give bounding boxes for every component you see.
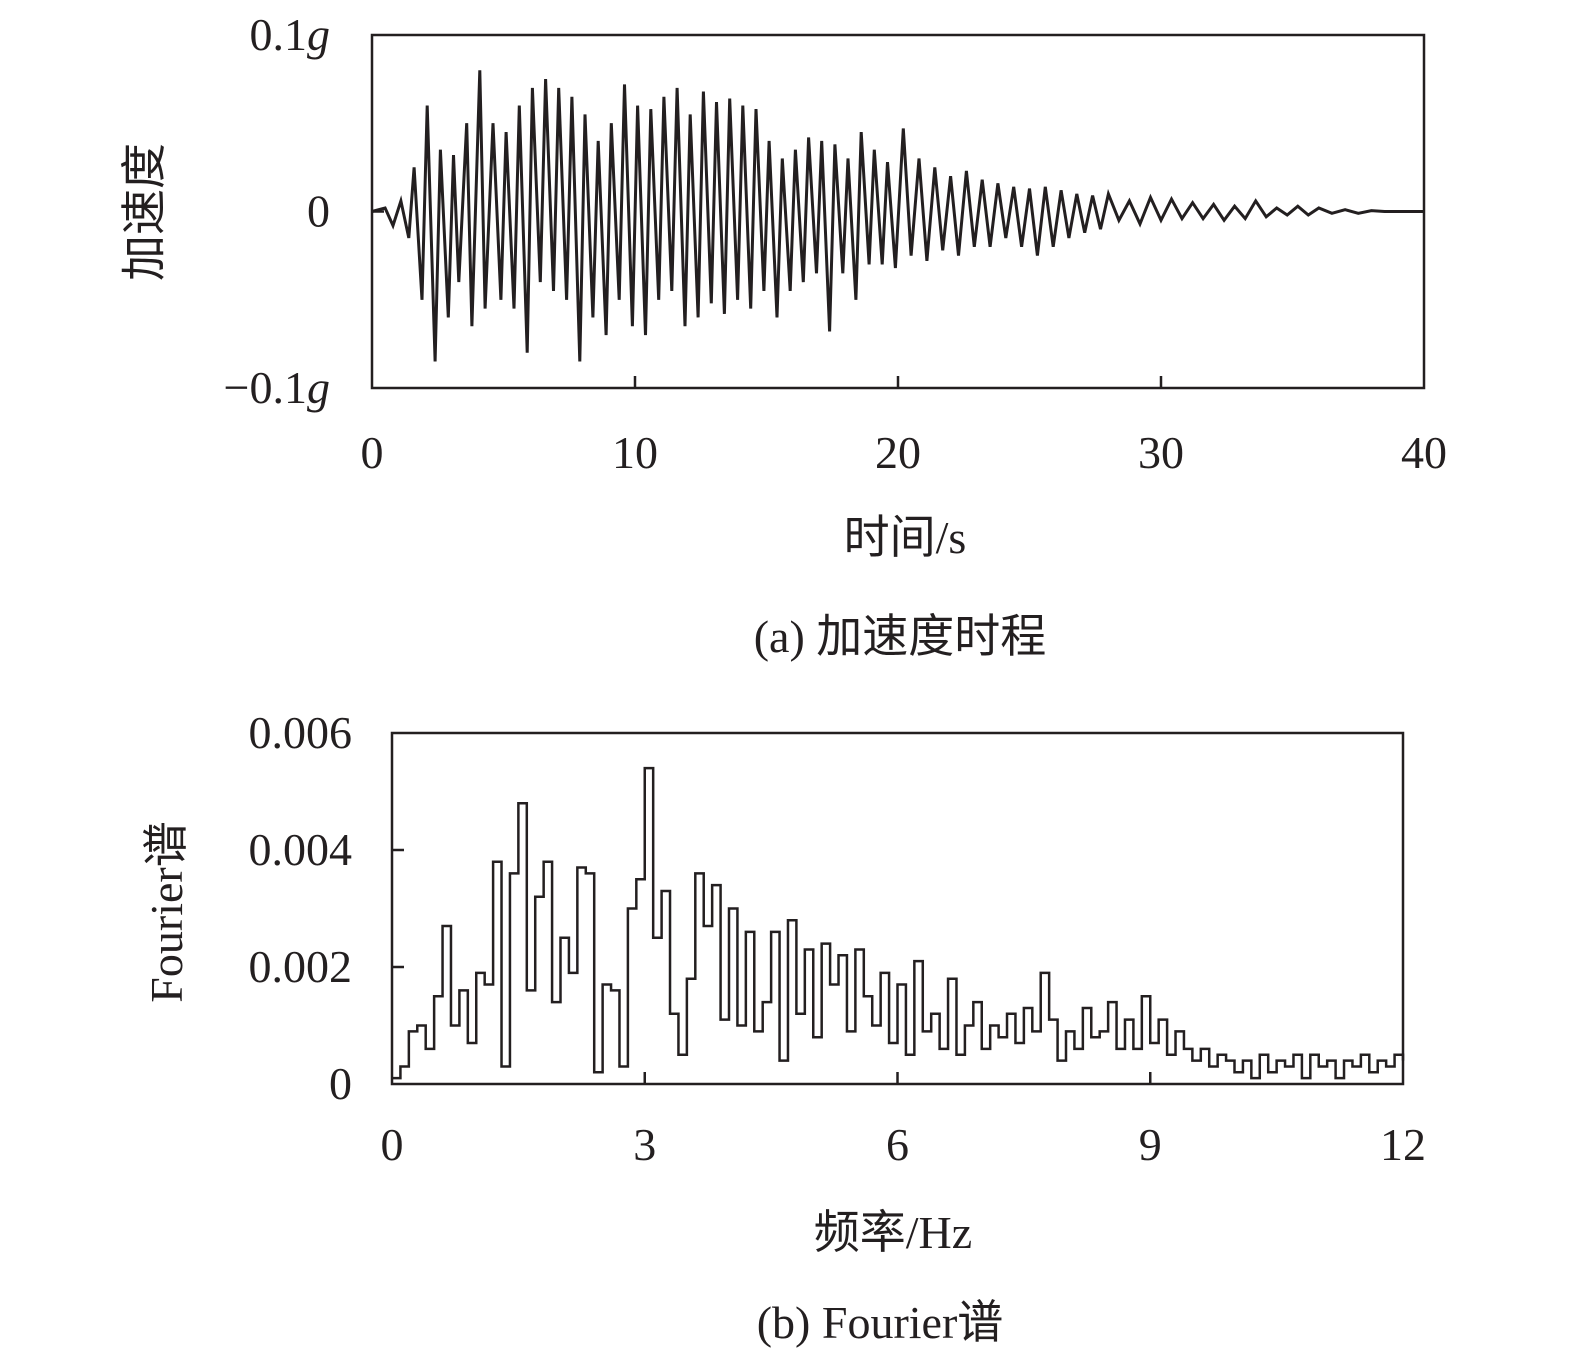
chart-a-y-tick-label: 0 (307, 186, 330, 237)
chart-a-series-line (371, 70, 1424, 362)
chart-a-ylabel: 加速度 (119, 143, 170, 281)
chart-b-y-tick-label: 0.006 (249, 707, 353, 758)
chart-b-ylabel: Fourier谱 (141, 821, 192, 1002)
chart-a-x-tick-label: 40 (1401, 427, 1447, 478)
chart-a-x-ticks: 0 10 20 30 40 (361, 376, 1447, 478)
chart-b-x-tick-label: 6 (886, 1119, 909, 1170)
chart-a-x-tick-label: 0 (361, 427, 384, 478)
chart-a-y-tick-label: 0.1g (250, 9, 331, 60)
chart-b-y-tick-label: 0.002 (249, 941, 353, 992)
chart-b-x-ticks: 0 3 6 9 12 (381, 1072, 1426, 1170)
chart-a-y-tick-label: −0.1g (224, 362, 330, 413)
chart-a: 0 10 20 30 40 0.1g 0 −0.1g 时间/s 加速度 (a) 加速度时程 (119, 9, 1447, 662)
chart-b-series-line (392, 766, 1405, 1080)
chart-b-xlabel: 频率/Hz (814, 1207, 972, 1258)
chart-a-xlabel: 时间/s (844, 512, 967, 563)
chart-b-y-tick-label: 0 (329, 1058, 352, 1109)
chart-b-y-tick-label: 0.004 (249, 824, 353, 875)
chart-a-x-tick-label: 30 (1138, 427, 1184, 478)
chart-a-x-tick-label: 10 (612, 427, 658, 478)
chart-b-x-tick-label: 3 (633, 1119, 656, 1170)
chart-a-y-ticks: 0.1g 0 −0.1g (224, 9, 384, 413)
chart-b-x-tick-label: 0 (381, 1119, 404, 1170)
chart-b-x-tick-label: 12 (1380, 1119, 1426, 1170)
chart-b-x-tick-label: 9 (1139, 1119, 1162, 1170)
chart-b-caption: (b) Fourier谱 (757, 1297, 1004, 1348)
chart-b-y-ticks: 0.006 0.004 0.002 0 (249, 707, 404, 1109)
chart-a-x-tick-label: 20 (875, 427, 921, 478)
chart-b: 0 3 6 9 12 0.006 0.004 0.002 0 频率/Hz Fourier谱 (… (141, 707, 1426, 1348)
chart-a-caption: (a) 加速度时程 (754, 611, 1047, 662)
